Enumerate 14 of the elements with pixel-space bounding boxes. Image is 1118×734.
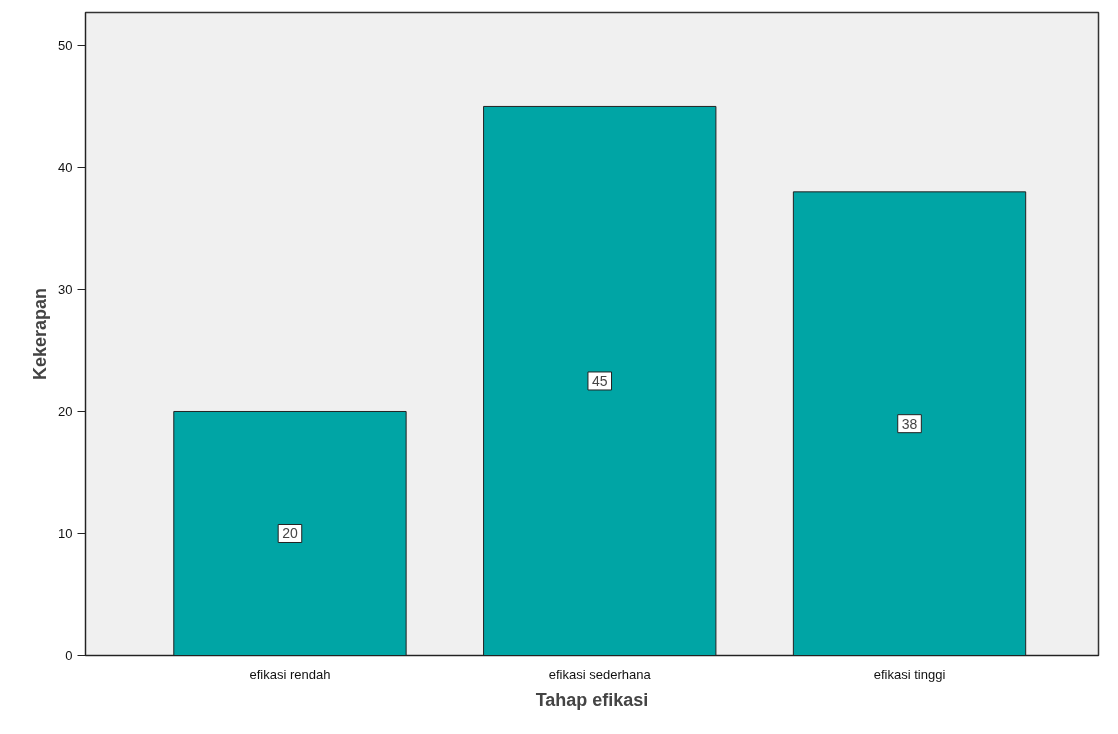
x-tick-label: efikasi rendah <box>249 666 331 682</box>
data-label: 20 <box>282 525 298 542</box>
x-tick-label: efikasi sederhana <box>548 666 652 682</box>
y-tick-label: 30 <box>58 281 73 297</box>
y-axis-title: Kekerapan <box>30 287 51 381</box>
y-tick-label: 10 <box>58 525 73 541</box>
y-tick-label: 40 <box>58 159 73 175</box>
x-tick-label: efikasi tinggi <box>873 666 946 682</box>
data-label: 45 <box>591 372 608 389</box>
x-axis-title: Tahap efikasi <box>535 689 649 710</box>
data-label: 38 <box>901 415 918 432</box>
y-tick-label: 20 <box>58 403 73 419</box>
y-tick-label: 50 <box>58 37 73 53</box>
y-tick-label: 0 <box>65 648 73 663</box>
